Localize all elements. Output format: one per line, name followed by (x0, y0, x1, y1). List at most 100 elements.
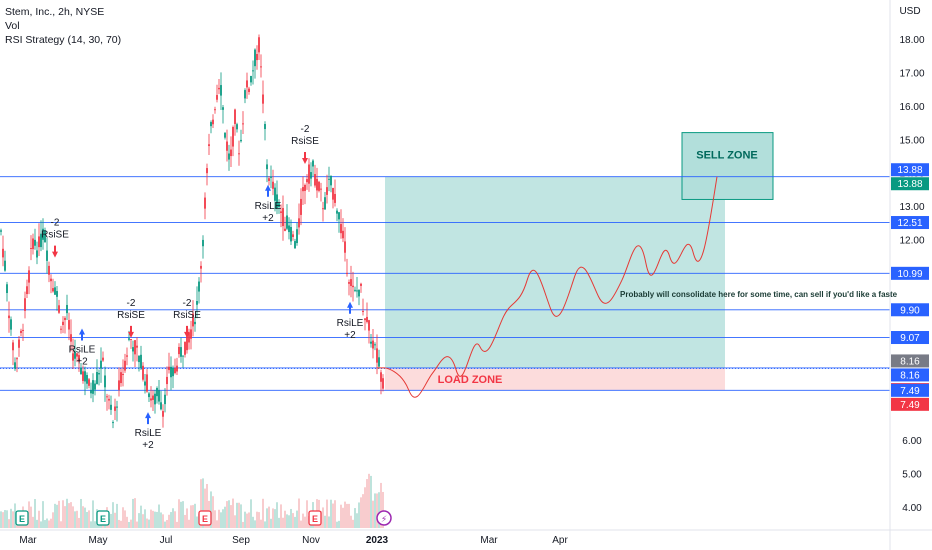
volume-bars (0, 473, 384, 528)
volume-bar (250, 499, 252, 528)
chart-legend: Stem, Inc., 2h, NYSE Vol RSI Strategy (1… (5, 5, 121, 47)
candle-body (290, 226, 292, 242)
price-tag-bg (891, 383, 929, 397)
candle-body (24, 298, 26, 311)
volume-bar (324, 515, 326, 528)
candle-body (178, 346, 180, 355)
candle-body (92, 380, 94, 394)
volume-bar (376, 493, 378, 528)
volume-bar (64, 506, 66, 528)
x-tick-label: Nov (302, 535, 320, 546)
volume-bar (156, 511, 158, 528)
candle-body (42, 228, 44, 240)
signal-qty-label: -2 (301, 124, 310, 135)
dividend-icon (376, 510, 392, 526)
volume-bar (256, 511, 258, 528)
volume-bar (356, 513, 358, 528)
y-tick-label: 18.00 (899, 35, 924, 46)
volume-bar (70, 502, 72, 528)
candle-body (76, 353, 78, 357)
volume-bar (378, 492, 380, 528)
sell-arrow-icon (302, 152, 308, 164)
candle-body (376, 348, 378, 363)
candle-body (132, 347, 134, 352)
price-tag-bg (891, 397, 929, 411)
candle-body (58, 305, 60, 313)
candle-body (98, 373, 100, 375)
y-tick-label: 4.00 (902, 503, 922, 514)
volume-bar (126, 516, 128, 528)
candle-body (10, 319, 12, 330)
volume-bar (306, 500, 308, 528)
candle-body (186, 330, 188, 351)
candle-body (70, 334, 72, 342)
candle-body (108, 398, 110, 401)
volume-bar (86, 511, 88, 528)
candle-body (274, 187, 276, 201)
candle-body (118, 380, 120, 390)
x-tick-label: Mar (480, 535, 498, 546)
signal-name-label: RsiLE (255, 201, 282, 212)
candle-body (138, 355, 140, 363)
volume-bar (200, 479, 202, 528)
volume-bar (226, 501, 228, 528)
volume-bar (334, 500, 336, 528)
price-tag: 13.88 (891, 177, 929, 191)
candle-body (368, 320, 370, 331)
volume-bar (152, 510, 154, 528)
volume-bar (112, 502, 114, 528)
sell-arrow-icon (184, 325, 190, 338)
volume-bar (78, 517, 80, 528)
volume-bar (228, 500, 230, 528)
volume-bar (52, 512, 54, 528)
volume-bar (158, 504, 160, 528)
candle-body (20, 330, 22, 333)
volume-bar (168, 514, 170, 528)
candle-body (168, 366, 170, 371)
candle-body (330, 175, 332, 186)
volume-bar (350, 515, 352, 528)
symbol-title[interactable]: Stem, Inc., 2h, NYSE (5, 6, 105, 18)
sell-zone (681, 132, 774, 200)
candle-body (26, 286, 28, 295)
candle-body (228, 153, 230, 160)
candle-body (194, 321, 196, 325)
candle-body (82, 371, 84, 381)
candle-body (156, 388, 158, 397)
candle-body (94, 383, 96, 390)
volume-bar (146, 518, 148, 528)
x-tick-label: May (89, 535, 108, 546)
volume-bar (114, 512, 116, 528)
volume-bar (192, 505, 194, 528)
candle-body (360, 283, 362, 286)
earnings-marker: E (198, 510, 212, 526)
volume-bar (224, 506, 226, 528)
volume-bar (142, 514, 144, 528)
signal-qty-label: +2 (344, 330, 356, 341)
rsi-strategy-label[interactable]: RSI Strategy (14, 30, 70) (5, 34, 122, 46)
candle-body (196, 300, 198, 305)
candle-body (358, 289, 360, 297)
volume-bar (222, 509, 224, 528)
y-tick-label: 16.00 (899, 102, 924, 113)
volume-bar (28, 501, 30, 528)
buy-arrow-icon (145, 412, 151, 425)
volume-bar (352, 519, 354, 528)
volume-bar (220, 512, 222, 528)
candle-body (244, 90, 246, 99)
volume-indicator-label[interactable]: Vol (5, 20, 20, 32)
volume-bar (266, 508, 268, 528)
candle-body (226, 141, 228, 151)
price-tag-label: 13.88 (897, 179, 922, 190)
volume-bar (206, 483, 208, 528)
signal-name-label: RsiSE (117, 310, 145, 321)
candle-body (32, 238, 34, 250)
price-tag: 7.49 (891, 397, 929, 411)
volume-bar (186, 508, 188, 528)
marker-label: E (19, 514, 25, 524)
candle-body (204, 197, 206, 209)
volume-bar (262, 498, 264, 528)
candle-body (28, 270, 30, 283)
volume-bar (214, 510, 216, 528)
